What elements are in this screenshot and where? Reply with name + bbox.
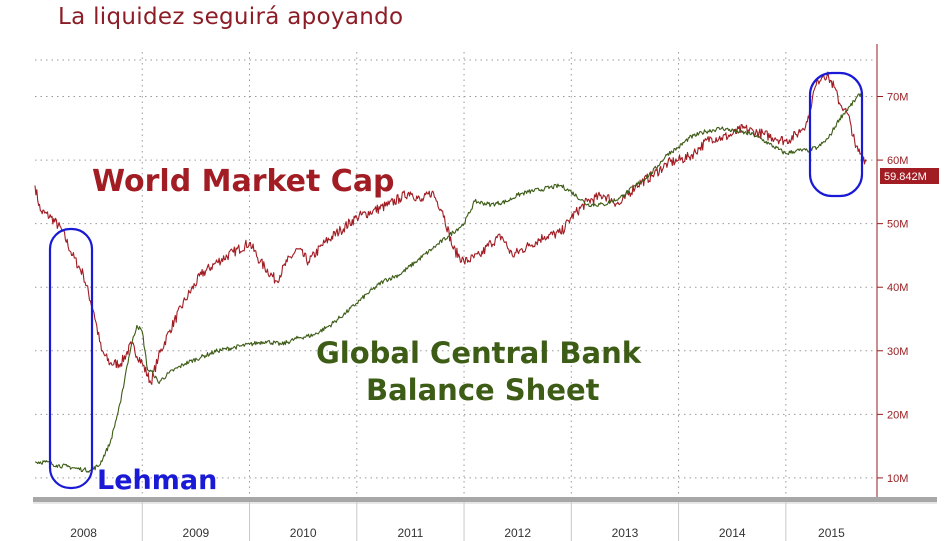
recent-highlight-oval <box>808 71 864 198</box>
series-lines <box>34 71 867 473</box>
last-value-badge: 59.842M <box>880 168 939 184</box>
page-title: La liquidez seguirá apoyando <box>58 4 404 30</box>
series-line-world-market-cap <box>34 71 867 385</box>
axes <box>33 44 937 541</box>
x-tick-label: 2014 <box>719 526 746 540</box>
x-axis-band <box>33 497 937 502</box>
x-tick-label: 2012 <box>504 526 531 540</box>
balance-sheet-annotation-line1: Global Central Bank <box>316 336 642 370</box>
x-tick-label: 2010 <box>290 526 317 540</box>
x-tick-label: 2015 <box>818 526 845 540</box>
lehman-annotation: Lehman <box>97 465 217 496</box>
x-tick-label: 2011 <box>398 526 424 540</box>
balance-sheet-annotation-line2: Balance Sheet <box>366 373 600 407</box>
y-axis-ticks: 10M 20M 30M 40M 50M 60M 70M <box>877 92 908 485</box>
market-cap-annotation: World Market Cap <box>92 164 395 199</box>
grid-lines <box>35 52 877 497</box>
series-line-central-bank-balance-sheet <box>34 93 862 473</box>
lehman-highlight-oval <box>48 227 94 490</box>
y-tick-label: 60M <box>887 155 908 167</box>
x-tick-label: 2013 <box>612 526 639 540</box>
x-axis-labels: 2008 2009 2010 2011 2012 2013 2014 2015 <box>70 526 845 540</box>
y-tick-label: 20M <box>887 409 908 421</box>
y-tick-label: 70M <box>887 92 908 104</box>
y-tick-label: 30M <box>887 346 908 358</box>
y-tick-label: 50M <box>887 219 908 231</box>
y-tick-label: 10M <box>887 473 908 485</box>
last-value-label: 59.842M <box>884 171 927 183</box>
x-tick-label: 2008 <box>70 526 97 540</box>
x-tick-label: 2009 <box>183 526 210 540</box>
y-tick-label: 40M <box>887 282 908 294</box>
